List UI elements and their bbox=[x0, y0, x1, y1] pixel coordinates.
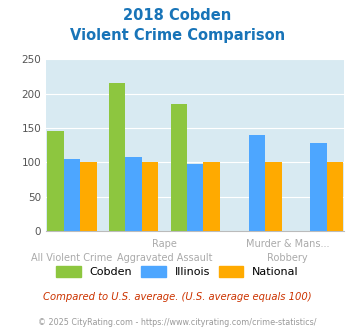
Bar bbox=[203, 162, 220, 231]
Bar bbox=[47, 131, 64, 231]
Text: Rape: Rape bbox=[152, 239, 177, 249]
Text: Aggravated Assault: Aggravated Assault bbox=[117, 253, 212, 263]
Bar bbox=[327, 162, 343, 231]
Bar bbox=[170, 104, 187, 231]
Bar bbox=[265, 162, 282, 231]
Text: © 2025 CityRating.com - https://www.cityrating.com/crime-statistics/: © 2025 CityRating.com - https://www.city… bbox=[38, 318, 317, 327]
Bar bbox=[249, 135, 265, 231]
Bar bbox=[187, 164, 203, 231]
Bar bbox=[64, 159, 80, 231]
Bar bbox=[80, 162, 97, 231]
Bar bbox=[125, 157, 142, 231]
Bar bbox=[310, 143, 327, 231]
Legend: Cobden, Illinois, National: Cobden, Illinois, National bbox=[52, 261, 303, 281]
Text: All Violent Crime: All Violent Crime bbox=[31, 253, 113, 263]
Bar bbox=[142, 162, 158, 231]
Text: Violent Crime Comparison: Violent Crime Comparison bbox=[70, 28, 285, 43]
Text: Robbery: Robbery bbox=[267, 253, 308, 263]
Text: Murder & Mans...: Murder & Mans... bbox=[246, 239, 329, 249]
Text: Compared to U.S. average. (U.S. average equals 100): Compared to U.S. average. (U.S. average … bbox=[43, 292, 312, 302]
Text: 2018 Cobden: 2018 Cobden bbox=[124, 8, 231, 23]
Bar bbox=[109, 83, 125, 231]
